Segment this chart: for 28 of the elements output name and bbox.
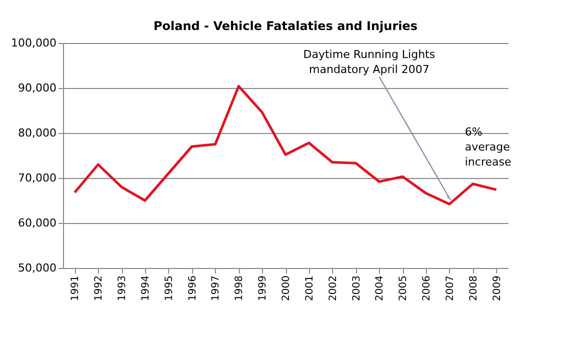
x-tick-label: 2002 [328,276,339,301]
x-tick-label: 2006 [422,276,433,301]
y-tick-label: 100,000 [11,36,56,50]
x-tick-label: 1996 [187,276,198,301]
annotation: Daytime Running Lights mandatory April 2007 [303,48,436,76]
annotation: 6% average increase [464,125,512,168]
chart-title: Poland - Vehicle Fatalaties and Injuries [153,19,418,33]
x-tick-label: 1998 [234,276,246,301]
y-tick-label: 80,000 [18,126,56,140]
y-tick-label: 60,000 [18,216,56,230]
x-tick-label: 2000 [281,276,292,301]
x-tick-label: 1992 [94,276,105,301]
y-tick-label: 90,000 [18,82,56,94]
x-tick-label: 2009 [492,276,503,301]
x-tick-label: 1994 [140,276,152,301]
x-tick-label: 1991 [70,276,82,301]
x-tick-label: 1995 [164,276,175,301]
x-tick-label: 2007 [444,276,456,301]
x-tick-label: 2005 [398,276,410,301]
x-tick-label: 1993 [117,276,128,301]
x-tick-label: 2008 [468,276,480,301]
x-tick-label: 2003 [351,276,362,301]
x-tick-label: 1999 [258,276,269,301]
y-tick-label: 70,000 [18,172,56,184]
x-tick-label: 2001 [304,276,316,301]
y-tick-label: 50,000 [18,262,56,274]
x-tick-label: 2004 [374,276,386,301]
x-tick-label: 1997 [210,276,222,301]
